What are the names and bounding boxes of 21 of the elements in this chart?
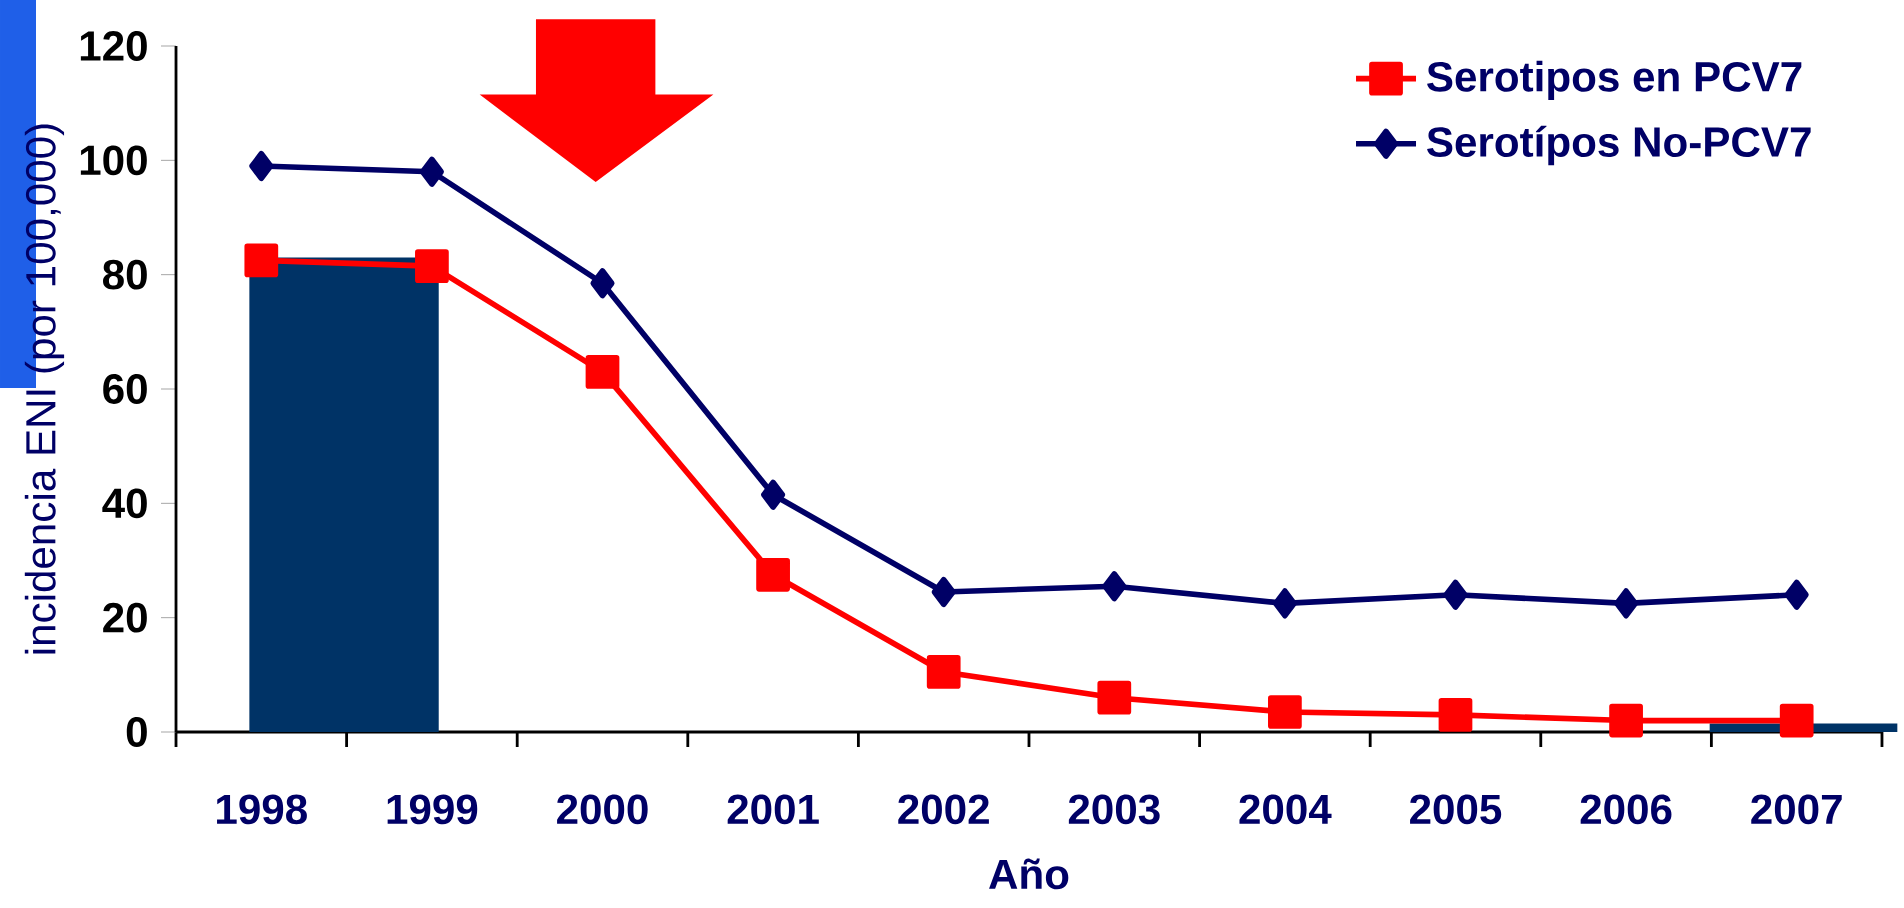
legend-label: Serotipos en PCV7 <box>1427 60 1802 101</box>
x-tick-label: 2001 <box>727 794 819 825</box>
x-tick-label: 1999 <box>387 794 478 825</box>
x-axis-title: Año <box>989 858 1069 890</box>
x-tick-label: 2003 <box>1068 794 1160 825</box>
x-tick-label: 2002 <box>898 794 989 825</box>
x-tick-label: 2007 <box>1751 794 1842 825</box>
x-tick-label: 2005 <box>1410 794 1502 825</box>
legend-label: Serotípos No-PCV7 <box>1427 125 1811 166</box>
y-tick-label: 80 <box>103 259 147 290</box>
x-tick-label: 1998 <box>217 794 307 825</box>
y-axis-title: incidencia ENI (por 100,000) <box>24 124 65 654</box>
x-tick-label: 2006 <box>1580 794 1672 825</box>
y-tick-label: 40 <box>102 488 147 519</box>
y-tick-label: 120 <box>80 31 147 61</box>
x-tick-label: 2000 <box>557 794 648 825</box>
y-tick-label: 0 <box>126 717 147 747</box>
x-tick-label: 2004 <box>1239 794 1332 825</box>
y-tick-label: 20 <box>103 602 147 633</box>
y-tick-label: 100 <box>80 145 147 176</box>
y-tick-label: 60 <box>103 374 147 404</box>
